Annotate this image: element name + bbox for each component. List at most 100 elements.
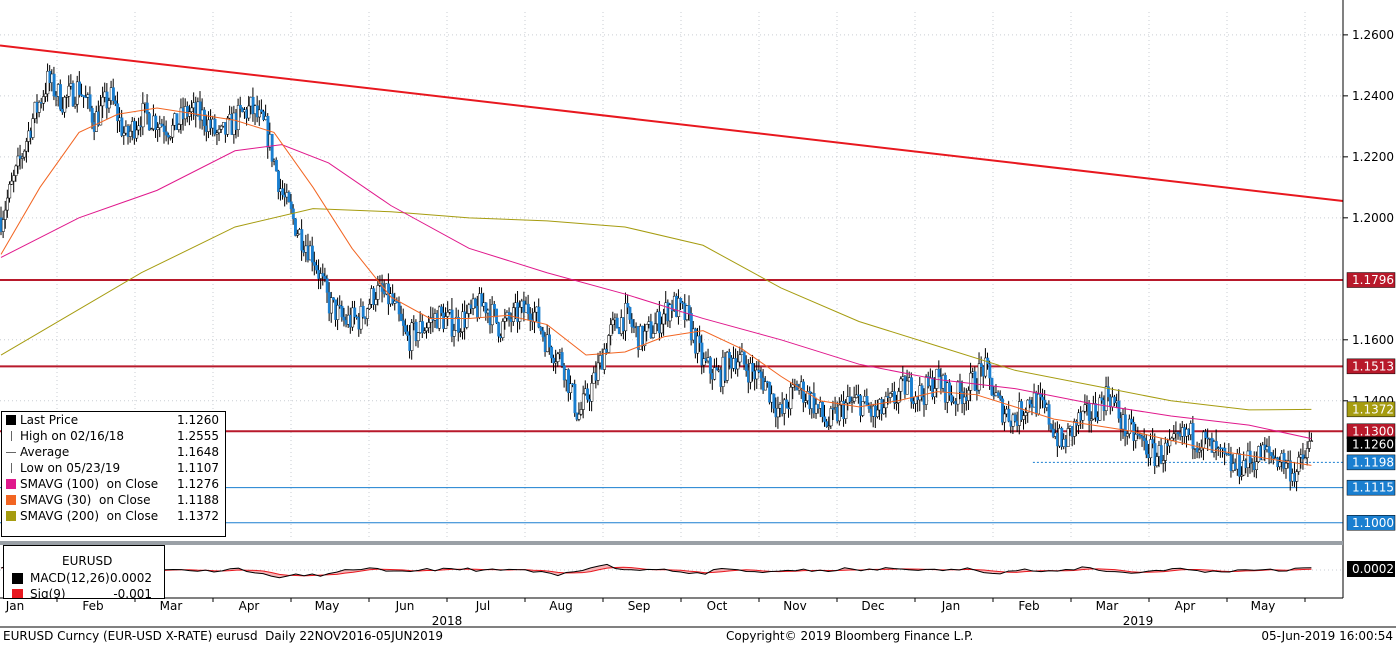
candle-body xyxy=(404,325,407,332)
candle-body xyxy=(137,125,141,131)
x-month-label: Oct xyxy=(707,599,728,613)
candle-body xyxy=(662,313,666,325)
x-month-label: Jan xyxy=(941,599,961,613)
x-month-label: May xyxy=(315,599,340,613)
sma200-line xyxy=(0,208,1312,411)
candle-body xyxy=(289,201,293,210)
x-month-label: Jul xyxy=(475,599,490,613)
macd-value: -0.001 xyxy=(113,587,152,599)
candle-body xyxy=(171,125,175,138)
candle-body xyxy=(1308,441,1311,449)
candle-body xyxy=(857,394,861,397)
candle-body xyxy=(948,382,952,396)
candle-body xyxy=(73,103,77,107)
candle-body xyxy=(658,311,662,334)
candle-body xyxy=(882,407,886,414)
candle-body xyxy=(20,156,24,159)
x-month-label: Sep xyxy=(628,599,651,613)
candle-body xyxy=(164,131,168,136)
candle-body xyxy=(1142,437,1146,442)
candle-body xyxy=(1020,401,1024,420)
candle-body xyxy=(1261,444,1265,461)
candle-body xyxy=(236,105,240,130)
candle-body xyxy=(611,319,615,326)
candle-body xyxy=(789,386,793,409)
candle-body xyxy=(1060,428,1064,447)
candle-body xyxy=(247,105,251,119)
candle-body xyxy=(607,335,611,353)
candle-body xyxy=(1087,403,1091,421)
candle-body xyxy=(865,396,869,407)
candle-body xyxy=(277,170,280,192)
candle-body xyxy=(287,192,291,203)
candle-body xyxy=(332,297,336,301)
candle-body xyxy=(8,184,12,199)
candle-body xyxy=(1269,452,1273,457)
candle-body xyxy=(861,401,865,416)
candle-body xyxy=(838,404,841,422)
average-icon xyxy=(6,452,16,453)
candle-body xyxy=(359,306,363,330)
candle-body xyxy=(573,383,577,414)
x-year-label: 2018 xyxy=(432,614,463,628)
candle-body xyxy=(78,81,81,95)
candle-body xyxy=(556,353,560,362)
legend-value: 1.1260 xyxy=(177,413,219,427)
candle-body xyxy=(645,324,649,332)
candle-body xyxy=(65,96,69,98)
candle-body xyxy=(895,402,899,405)
candle-body xyxy=(988,363,992,379)
chart-legend: Last Price 1.1260 High on 02/16/18 1.2555 … xyxy=(1,411,226,537)
candle-body xyxy=(340,305,344,318)
candle-body xyxy=(899,378,903,392)
candle-body xyxy=(1022,415,1026,420)
candle-body xyxy=(342,316,346,321)
candle-body xyxy=(867,405,871,410)
candle-body xyxy=(679,297,683,303)
x-month-label: Jan xyxy=(5,599,25,613)
candle-body xyxy=(829,408,833,427)
price-label: 1.1115 xyxy=(1352,481,1394,495)
y-tick-label: 1.2600 xyxy=(1352,28,1394,42)
legend-value: 1.1372 xyxy=(177,509,219,523)
candle-body xyxy=(294,218,297,236)
legend-swatch xyxy=(6,479,16,489)
x-month-label: Apr xyxy=(239,599,260,613)
x-month-label: Dec xyxy=(861,599,884,613)
x-month-label: Feb xyxy=(1018,599,1039,613)
candle-body xyxy=(14,165,18,176)
candle-body xyxy=(114,100,117,104)
candle-body xyxy=(1200,447,1203,451)
x-month-label: May xyxy=(1251,599,1276,613)
candle-body xyxy=(465,313,469,328)
price-label-box xyxy=(1346,454,1396,471)
candle-body xyxy=(888,393,892,398)
x-month-label: Mar xyxy=(1096,599,1119,613)
candle-body xyxy=(736,361,740,370)
candle-body xyxy=(1255,461,1259,471)
candle-body xyxy=(300,229,304,251)
footer-timestamp: 05-Jun-2019 16:00:54 xyxy=(1261,629,1393,643)
candle-body xyxy=(689,313,693,341)
candle-body xyxy=(1295,471,1299,482)
candle-body xyxy=(603,348,606,370)
candle-body xyxy=(467,304,471,314)
candle-body xyxy=(361,306,365,318)
candle-body xyxy=(1161,460,1165,464)
candle-body xyxy=(821,401,825,417)
candle-body xyxy=(1100,397,1104,401)
candle-body xyxy=(338,304,342,307)
macd-line xyxy=(0,563,1312,579)
macd-label-box xyxy=(1347,561,1395,577)
candle-body xyxy=(848,396,852,403)
candle-body xyxy=(315,265,319,271)
candle-body xyxy=(1284,462,1288,469)
candle-body xyxy=(88,94,92,109)
legend-row: Low on 05/23/19 1.1107 xyxy=(2,460,225,476)
candle-body xyxy=(1238,453,1242,477)
candle-body xyxy=(156,127,160,130)
candle-body xyxy=(188,111,192,117)
candle-body xyxy=(376,285,380,300)
candle-body xyxy=(313,261,316,266)
